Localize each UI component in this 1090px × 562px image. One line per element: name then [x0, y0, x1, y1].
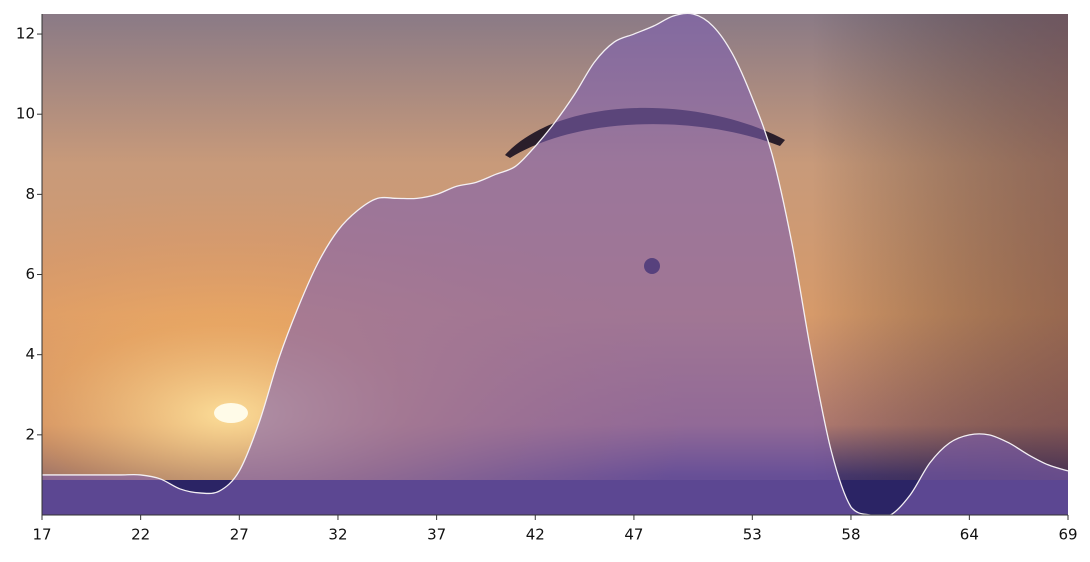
x-tick-label: 64 — [960, 526, 979, 544]
x-tick-label: 58 — [841, 526, 860, 544]
y-tick-label: 4 — [25, 345, 35, 363]
x-tick-label: 22 — [131, 526, 150, 544]
x-tick-label: 27 — [230, 526, 249, 544]
x-tick-label: 17 — [32, 526, 51, 544]
y-tick-label: 8 — [25, 185, 35, 203]
y-tick-label: 10 — [16, 105, 35, 123]
y-tick-label: 12 — [16, 25, 35, 43]
x-tick-label: 42 — [526, 526, 545, 544]
x-tick-label: 47 — [624, 526, 643, 544]
y-tick-label: 2 — [25, 425, 35, 443]
x-tick-label: 32 — [328, 526, 347, 544]
x-tick-label: 53 — [743, 526, 762, 544]
y-tick-label: 6 — [25, 265, 35, 283]
x-tick-label: 69 — [1058, 526, 1077, 544]
x-tick-label: 37 — [427, 526, 446, 544]
